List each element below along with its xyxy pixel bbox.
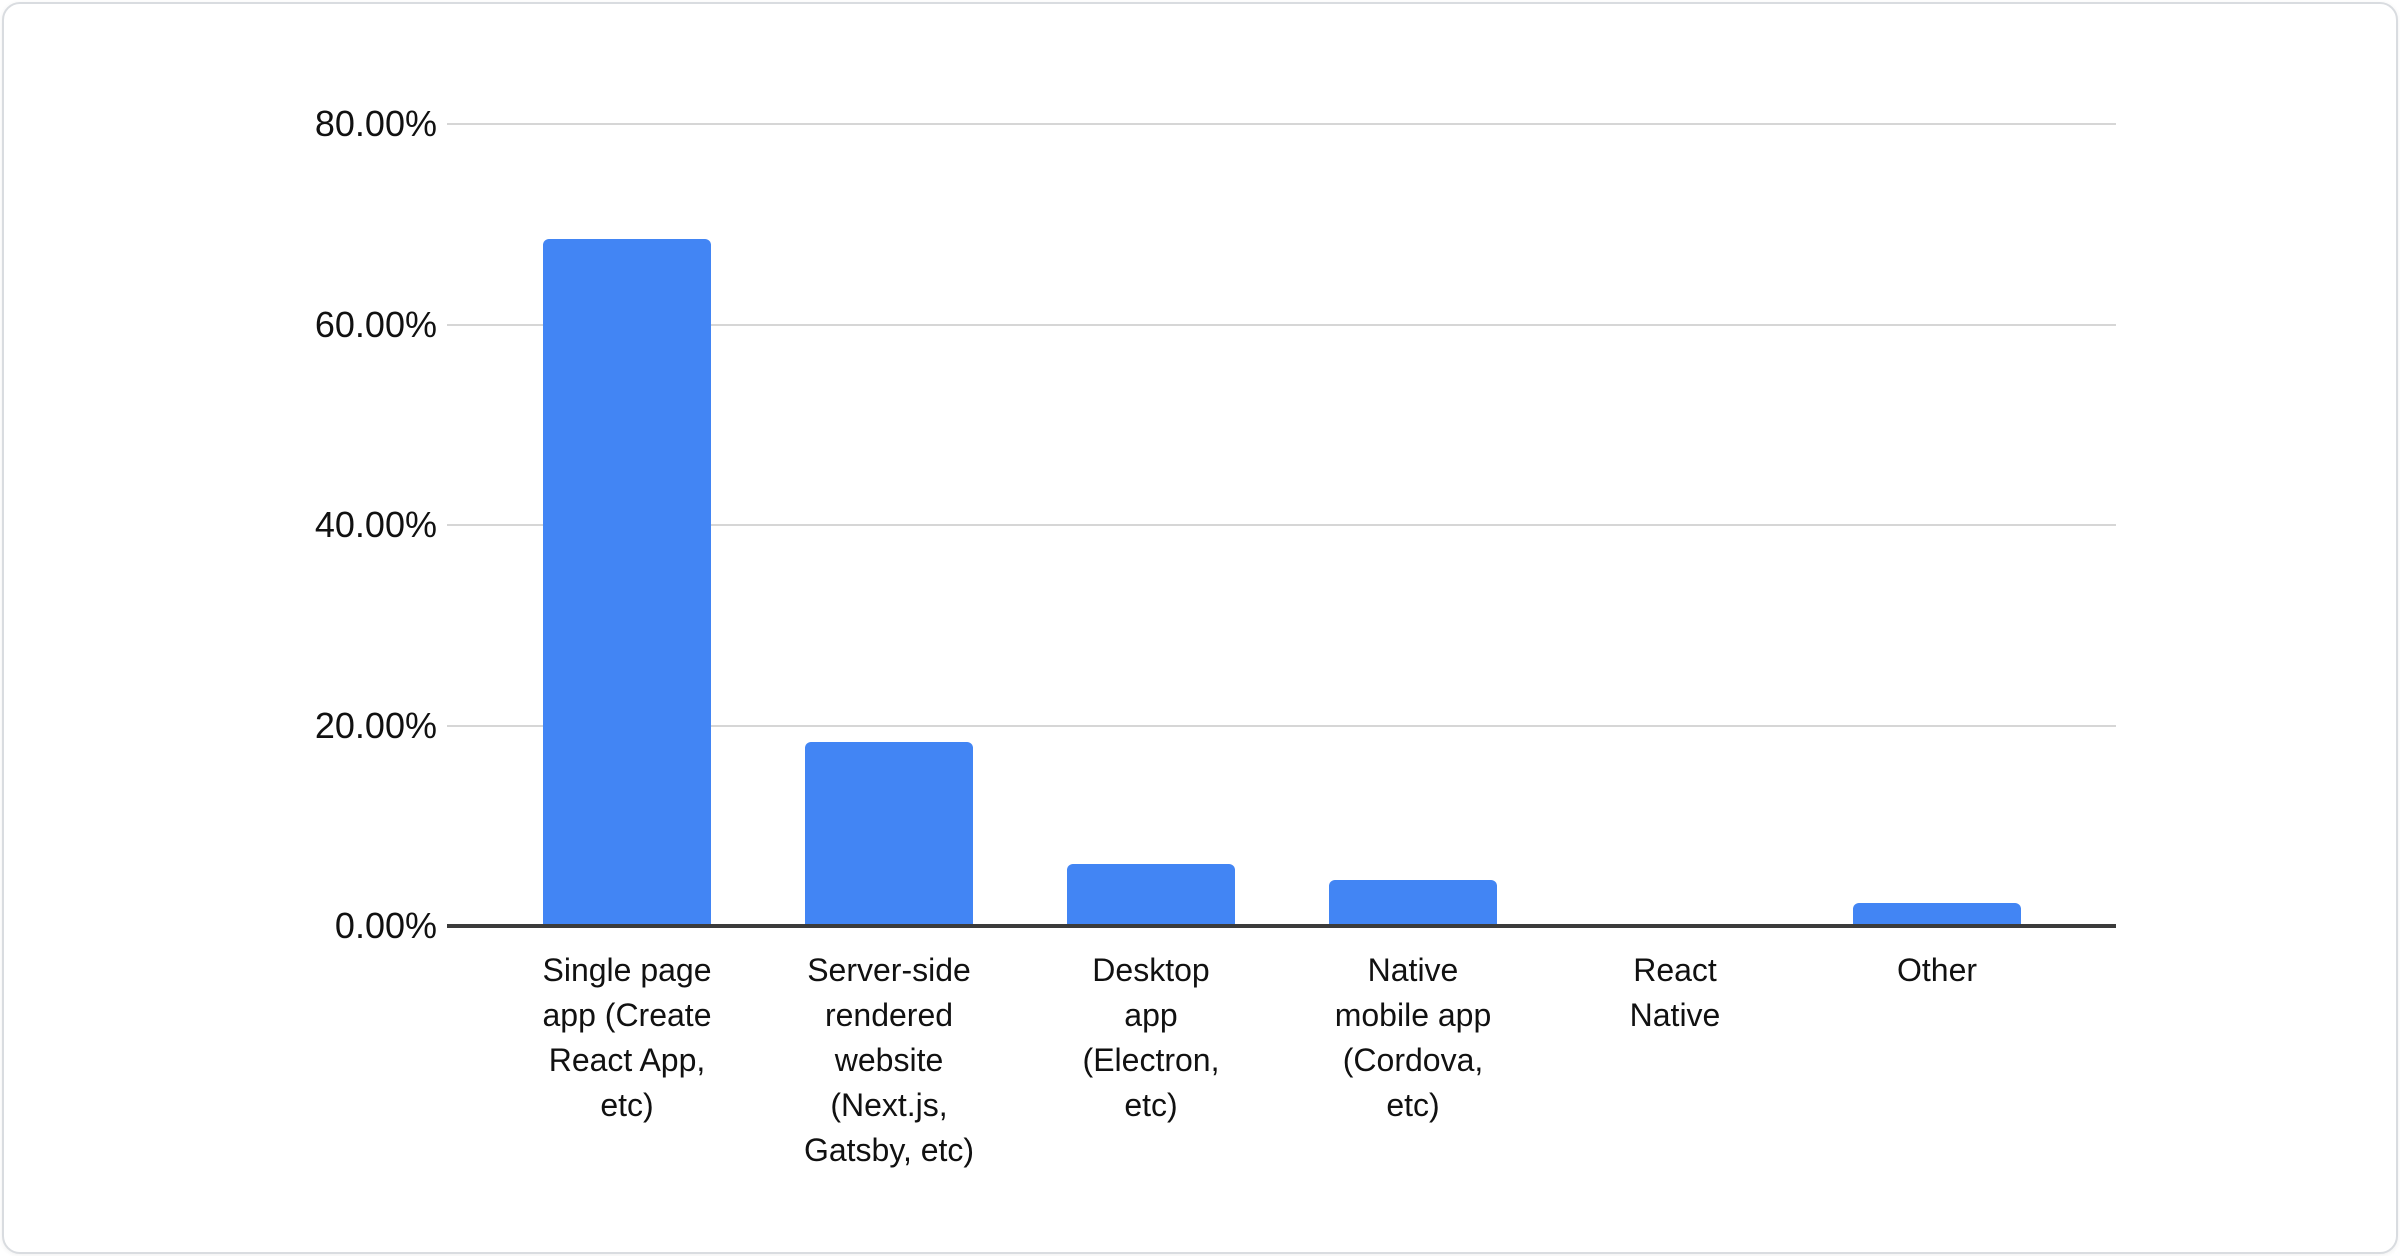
y-tick-label-0pct: 0.00% [334, 905, 437, 946]
x-axis-line [447, 924, 2116, 928]
bar-single-page-app[interactable] [543, 239, 711, 926]
bar-native-mobile-app[interactable] [1329, 880, 1497, 926]
x-axis-label-other: Other [1896, 952, 1978, 988]
bar-other[interactable] [1853, 903, 2021, 926]
x-axis-label-native-mobile-app: Native mobile app (Cordova, etc) [1334, 952, 1492, 1123]
bar-server-side-rendered-website[interactable] [805, 742, 973, 926]
y-tick-label-80pct: 80.00% [314, 103, 437, 144]
x-axis-labels: Single page app (Create React App, etc) S… [447, 948, 2116, 1228]
x-axis-label-server-side-rendered-website: Server-side rendered website (Next.js, G… [803, 952, 975, 1168]
gridline-40pct [447, 524, 2116, 526]
gridline-60pct [447, 323, 2116, 326]
y-tick-label-40pct: 40.00% [314, 504, 437, 545]
y-tick-label-60pct: 60.00% [314, 303, 437, 345]
gridline-20pct [447, 724, 2116, 727]
bar-desktop-app[interactable] [1067, 864, 1235, 926]
gridline-80pct [447, 123, 2116, 125]
x-axis-label-react-native: React Native [1629, 952, 1721, 1033]
x-axis-label-desktop-app: Desktop app (Electron, etc) [1082, 952, 1220, 1123]
y-tick-label-20pct: 20.00% [314, 704, 437, 746]
plot-area: 0.00% 20.00% 40.00% 60.00% 80.00% [315, 4, 2116, 946]
x-axis-label-single-page-app: Single page app (Create React App, etc) [542, 952, 712, 1123]
